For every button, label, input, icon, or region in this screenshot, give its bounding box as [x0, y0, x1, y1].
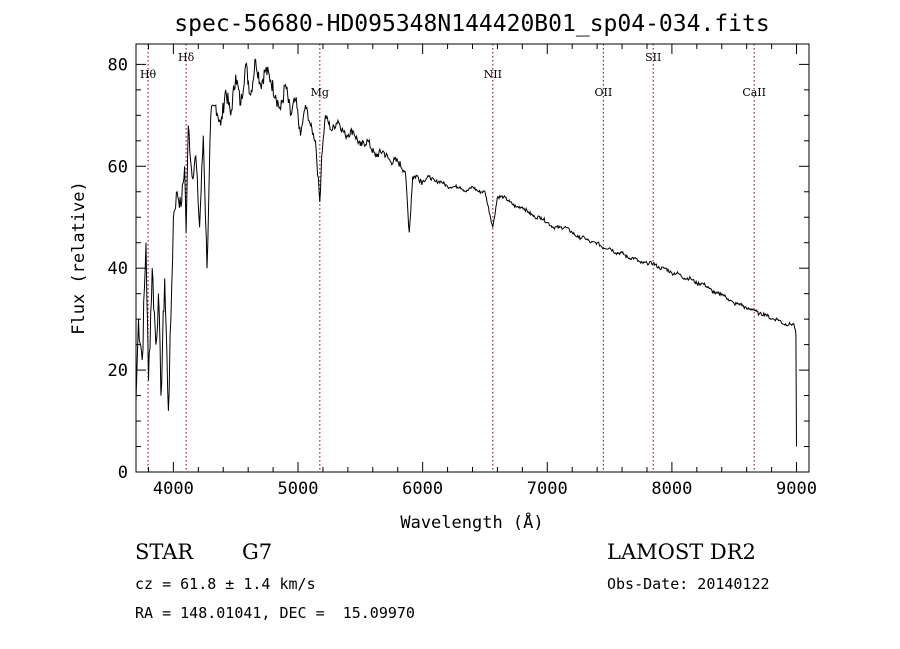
chart-title: spec-56680-HD095348N144420B01_sp04-034.f…: [174, 11, 769, 37]
y-tick-label: 60: [108, 157, 128, 177]
x-tick-label: 5000: [278, 479, 319, 499]
emission-line-markers: Hθ Hδ Mg NII OII SII CaII: [140, 44, 766, 472]
object-class: STAR: [135, 540, 194, 564]
spectral-line-label: CaII: [742, 86, 766, 99]
object-subclass: G7: [242, 540, 273, 564]
axis-ticks: 4000 5000 6000 7000 8000 9000 0 20 40 60 80: [108, 44, 817, 499]
spectral-line-label: Hδ: [178, 51, 195, 64]
y-tick-label: 0: [118, 463, 128, 483]
x-tick-label: 7000: [527, 479, 568, 499]
spectral-line-label: SII: [645, 51, 661, 64]
redshift-text: cz = 61.8 ± 1.4 km/s: [135, 575, 316, 593]
x-tick-label: 4000: [153, 479, 194, 499]
spectrum-series-line: [135, 58, 797, 447]
survey-name: LAMOST DR2: [607, 540, 756, 564]
y-tick-label: 80: [108, 55, 128, 75]
x-tick-label: 6000: [402, 479, 443, 499]
y-axis-label: Flux (relative): [69, 181, 89, 335]
obs-date-text: Obs-Date: 20140122: [607, 575, 770, 593]
spectral-line-label: Mg: [311, 86, 329, 99]
x-axis-label: Wavelength (Å): [400, 511, 543, 533]
spectral-line-label: NII: [484, 68, 502, 81]
coordinates-text: RA = 148.01041, DEC = 15.09970: [135, 604, 415, 622]
plot-frame: [135, 43, 810, 473]
y-tick-label: 20: [108, 361, 128, 381]
spectral-line-label: Hθ: [140, 68, 157, 81]
y-tick-label: 40: [108, 259, 128, 279]
spectral-line-label: OII: [595, 86, 613, 99]
x-tick-label: 8000: [651, 479, 692, 499]
x-tick-label: 9000: [776, 479, 817, 499]
